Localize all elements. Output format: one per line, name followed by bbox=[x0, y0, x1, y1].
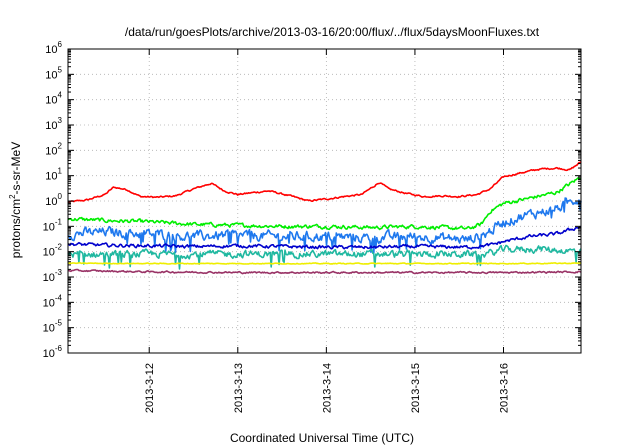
chart-title: /data/run/goesPlots/archive/2013-03-16/2… bbox=[125, 25, 540, 39]
flux-series-0 bbox=[67, 161, 582, 203]
x-tick-label: 2013-3-14 bbox=[321, 363, 333, 413]
x-tick-label: 2013-3-16 bbox=[499, 363, 511, 413]
x-tick-label: 2013-3-12 bbox=[144, 363, 156, 413]
y-axis-label-rest: -s-sr-MeV bbox=[9, 142, 23, 195]
flux-series-6 bbox=[67, 268, 582, 275]
grid-lines bbox=[68, 49, 581, 353]
y-tick-label: 106 bbox=[45, 40, 62, 56]
y-tick-label: 105 bbox=[45, 65, 62, 81]
x-axis-label: Coordinated Universal Time (UTC) bbox=[230, 431, 414, 445]
flux-series-2 bbox=[68, 197, 582, 254]
y-tick-label: 10-6 bbox=[43, 344, 63, 360]
y-tick-label: 10-3 bbox=[43, 268, 63, 284]
flux-series-5 bbox=[67, 261, 582, 265]
axis-ticks: 10-6 10-5 10-4 10-3 10-2 10-1 100 101 102 103 104 1… bbox=[43, 40, 581, 413]
y-axis-label: protons/cm2-s-sr-MeV bbox=[8, 142, 23, 258]
x-tick-label: 2013-3-13 bbox=[233, 363, 245, 413]
y-tick-label: 102 bbox=[45, 141, 62, 157]
series-layer bbox=[67, 161, 582, 275]
flux-series-1 bbox=[67, 177, 581, 231]
flux-series-3 bbox=[67, 225, 582, 250]
y-tick-label: 104 bbox=[45, 91, 62, 107]
y-tick-label: 10-1 bbox=[43, 217, 63, 233]
x-tick-label: 2013-3-15 bbox=[410, 363, 422, 413]
y-tick-label: 10-2 bbox=[43, 243, 63, 259]
y-axis-label-base: protons/cm bbox=[9, 199, 23, 258]
y-tick-label: 100 bbox=[45, 192, 62, 208]
y-axis-label-sup: 2 bbox=[8, 194, 17, 199]
y-tick-label: 103 bbox=[45, 116, 62, 132]
y-tick-label: 101 bbox=[45, 167, 62, 183]
y-tick-label: 10-5 bbox=[43, 319, 63, 335]
y-tick-label: 10-4 bbox=[43, 293, 63, 309]
flux-series-4 bbox=[67, 244, 582, 270]
